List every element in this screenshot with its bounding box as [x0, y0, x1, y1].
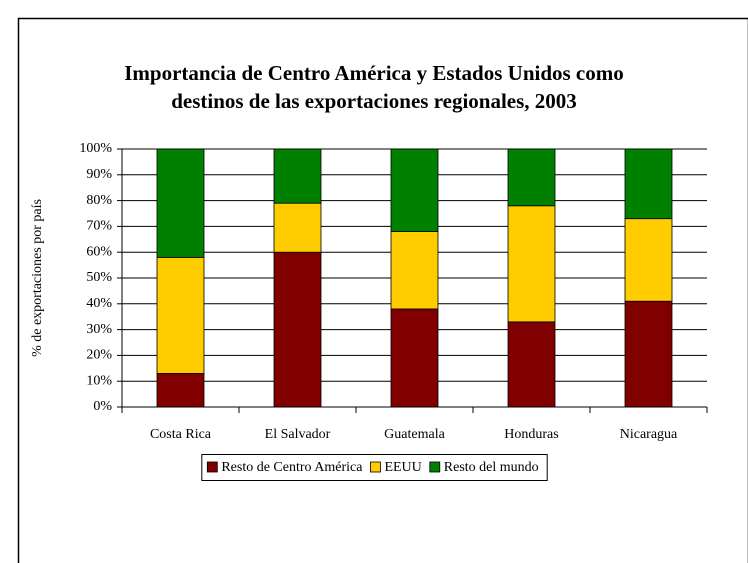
x-tick-label: Honduras	[504, 427, 558, 442]
y-tick-label: 10%	[86, 373, 112, 388]
legend-swatch	[429, 461, 441, 473]
legend-label: Resto del mundo	[444, 460, 539, 475]
y-axis-label: % de exportaciones por país	[30, 199, 45, 357]
chart-title: destinos de las exportaciones regionales…	[171, 89, 577, 113]
bar-segment	[507, 148, 556, 207]
bar-segment	[624, 218, 673, 302]
bar-segment	[156, 373, 205, 408]
bar-segment	[624, 300, 673, 408]
y-tick-label: 70%	[86, 219, 112, 234]
y-tick-label: 80%	[86, 193, 112, 208]
y-tick-label: 40%	[86, 296, 112, 311]
bar-segment	[390, 148, 439, 232]
bar-segment	[156, 148, 205, 258]
legend-label: EEUU	[384, 460, 421, 475]
bar-segment	[390, 231, 439, 310]
bar-segment	[507, 205, 556, 323]
legend-swatch	[370, 461, 381, 473]
bar-segment	[507, 321, 556, 408]
bar-segment	[273, 251, 322, 408]
bar-segment	[624, 148, 673, 220]
legend-swatch	[206, 461, 218, 473]
y-tick-label: 100%	[79, 141, 112, 156]
y-tick-label: 30%	[86, 322, 112, 337]
x-tick-label: Costa Rica	[150, 427, 212, 442]
chart-title: Importancia de Centro América y Estados …	[124, 61, 624, 85]
y-tick-label: 90%	[86, 167, 112, 182]
y-tick-label: 20%	[86, 348, 112, 363]
bar-segment	[390, 308, 439, 408]
legend-label: Resto de Centro América	[221, 460, 363, 475]
y-tick-label: 60%	[86, 244, 112, 259]
bar-segment	[273, 148, 322, 204]
x-tick-label: El Salvador	[265, 427, 331, 442]
y-tick-label: 0%	[93, 399, 112, 414]
bar-segment	[273, 202, 322, 253]
x-tick-label: Nicaragua	[620, 427, 678, 442]
y-tick-label: 50%	[86, 270, 112, 285]
bar-segment	[156, 256, 205, 374]
x-tick-label: Guatemala	[384, 427, 445, 442]
